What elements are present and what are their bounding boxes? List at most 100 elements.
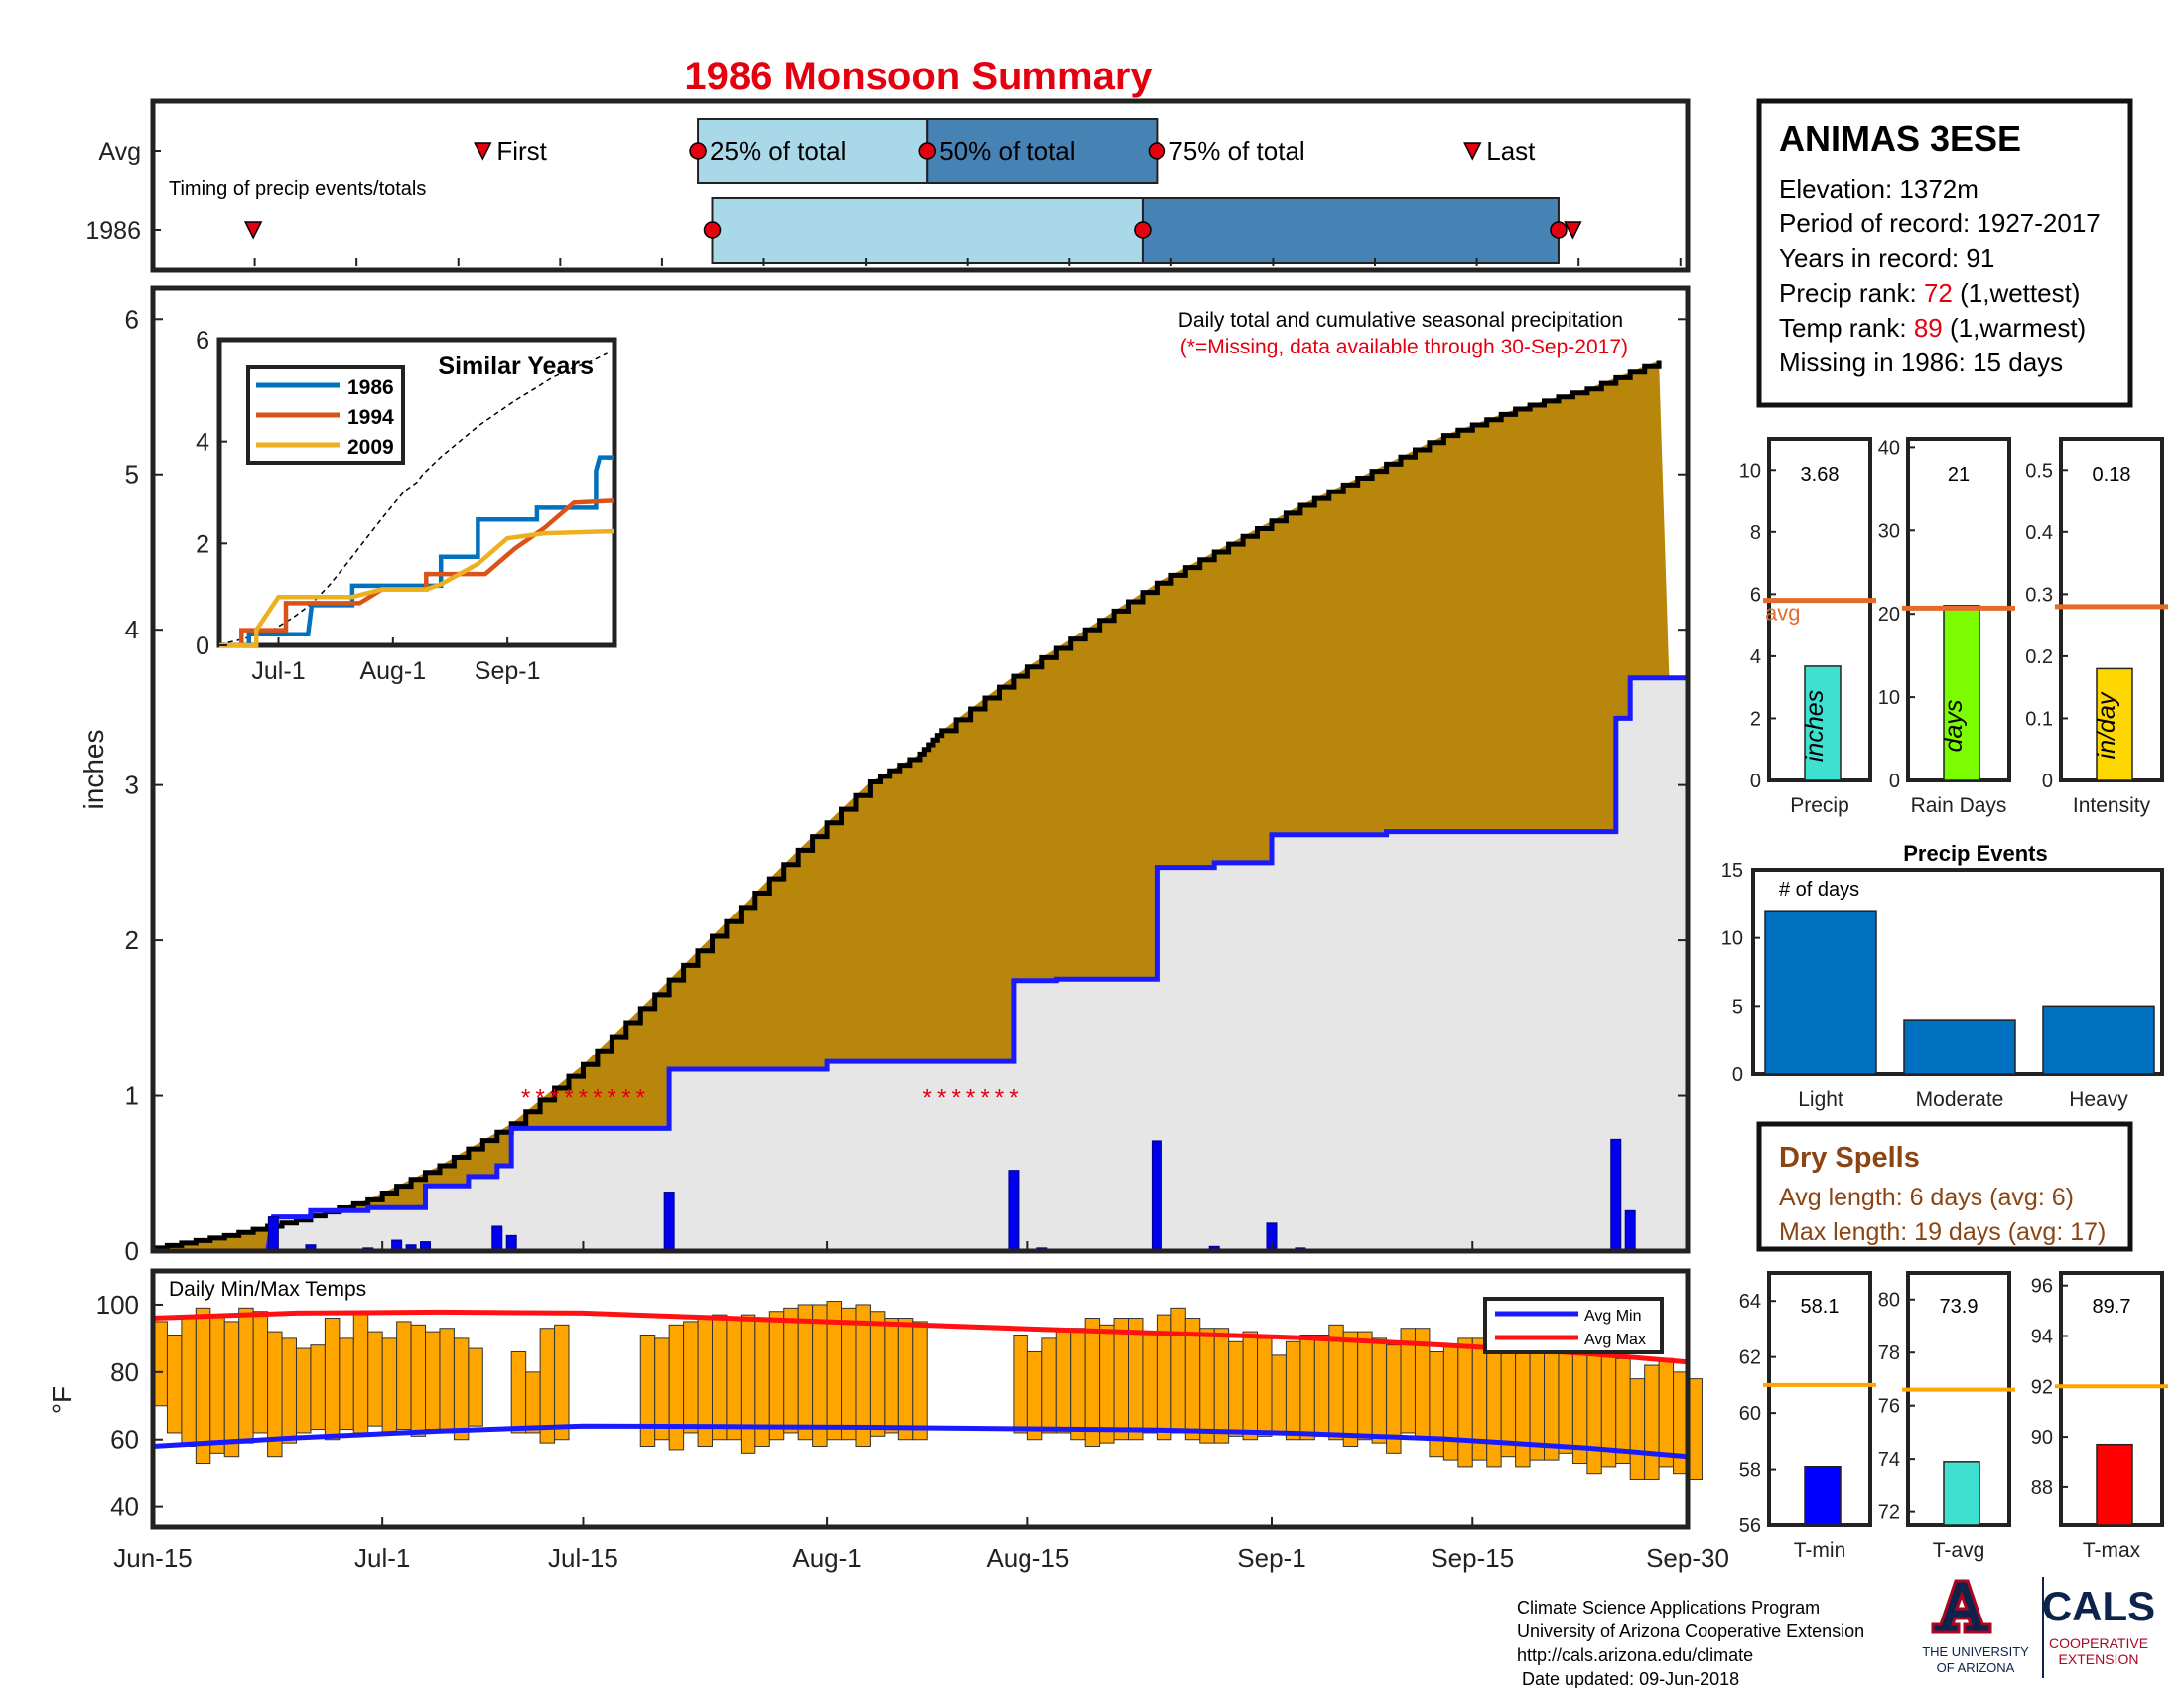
ua-line-2: OF ARIZONA xyxy=(1937,1660,2015,1675)
precip-annotation: Daily total and cumulative seasonal prec… xyxy=(1178,309,1623,332)
daily-temp-bar xyxy=(1586,1344,1602,1475)
cumulative-1986-line xyxy=(153,675,1688,1254)
daily-temp-bar xyxy=(181,1318,197,1448)
inset-y-tick-label: 2 xyxy=(196,530,209,558)
mini-temp-label: T-max xyxy=(2083,1539,2141,1562)
legend-label-1986: 1986 xyxy=(347,376,394,399)
mini-panel-unit: inches xyxy=(1801,690,1829,762)
daily-temp-bar xyxy=(324,1318,341,1441)
legend-label-avg-min: Avg Min xyxy=(1584,1308,1642,1325)
daily-temp-bar xyxy=(1041,1337,1057,1434)
precip-y-tick-label: 4 xyxy=(125,615,139,644)
daily-temp-bar xyxy=(1529,1337,1546,1461)
precip-y-tick-label: 2 xyxy=(125,925,139,955)
daily-temp-bar xyxy=(1070,1328,1086,1441)
station-info-box: ANIMAS 3ESE Elevation: 1372m Period of r… xyxy=(1756,98,2133,408)
station-years: Years in record: 91 xyxy=(1779,243,1994,273)
daily-precip-bar xyxy=(1008,1170,1020,1252)
dry-spells-max-length: Max length: 19 days (avg: 17) xyxy=(1779,1218,2106,1246)
footer-line-4: Date updated: 09-Jun-2018 xyxy=(1517,1669,1739,1688)
mini-panel-value: 3.68 xyxy=(1801,464,1840,486)
mini-panel-avg-label: avg xyxy=(1765,601,1800,626)
mini-temp-tick-label: 62 xyxy=(1739,1347,1761,1369)
daily-temp-bar xyxy=(1558,1344,1573,1454)
daily-temp-bar xyxy=(510,1350,527,1434)
daily-temp-bar xyxy=(1271,1354,1287,1434)
temps-y-tick-label: 100 xyxy=(96,1290,139,1320)
mini-temp-label: T-min xyxy=(1794,1539,1846,1562)
temps-y-tick-label: 40 xyxy=(110,1492,139,1522)
missing-marker: * xyxy=(564,1085,573,1112)
inset-title: Similar Years xyxy=(438,352,594,380)
precip-plot-frame xyxy=(150,285,1691,1254)
temp-summary-panel: 56 58 60 62 64 58.1 T-min xyxy=(1739,1271,1876,1562)
daily-temp-bar xyxy=(1500,1337,1517,1458)
events-y-tick-label: 0 xyxy=(1732,1064,1743,1086)
mini-temp-tick-label: 88 xyxy=(2031,1477,2053,1499)
inset-content: 0 2 4 6 Jul-1 Aug-1 Sep-1 xyxy=(196,327,615,685)
avg-last-marker xyxy=(1463,142,1482,161)
daily-temp-bar xyxy=(1026,1350,1043,1441)
timing-note: Timing of precip events/totals xyxy=(169,178,426,200)
avg-max-line xyxy=(152,1309,1689,1365)
daily-precip-bar xyxy=(267,1216,279,1252)
precip-event-label: Moderate xyxy=(1916,1088,2004,1111)
station-period: Period of record: 1927-2017 xyxy=(1779,209,2101,238)
daily-temp-bar xyxy=(1128,1318,1144,1441)
cals-line-1: COOPERATIVE xyxy=(2049,1635,2148,1651)
dry-spells-frame xyxy=(1756,1121,2133,1252)
dry-spells-title: Dry Spells xyxy=(1779,1142,1920,1174)
avg-cumulative-line xyxy=(153,360,1662,1251)
inset-y-tick-label: 0 xyxy=(196,633,209,660)
figure-title: 1986 Monsoon Summary xyxy=(684,55,1153,98)
mini-temp-value: 58.1 xyxy=(1801,1296,1840,1318)
temps-y-tick-label: 80 xyxy=(110,1357,139,1387)
daily-temp-bar xyxy=(209,1314,225,1454)
legend-label-2009: 2009 xyxy=(347,436,394,459)
mini-temp-tick-label: 96 xyxy=(2031,1276,2053,1298)
inset-series-1986 xyxy=(219,455,614,648)
daily-temp-bar xyxy=(912,1321,928,1441)
mini-panel-tick-label: 0.5 xyxy=(2025,460,2053,482)
ua-line-1: THE UNIVERSITY xyxy=(1922,1644,2029,1659)
missing-marker: * xyxy=(593,1085,602,1112)
events-y-tick-label: 10 xyxy=(1721,928,1743,950)
precip-summary-panel: 0 2 4 6 8 10 3.68 inches Precip avg xyxy=(1739,437,1876,817)
precip-event-bar xyxy=(2042,1005,2155,1075)
precip-y-tick-label: 0 xyxy=(125,1236,139,1266)
daily-temp-bar xyxy=(1228,1340,1244,1437)
daily-temp-bar xyxy=(1257,1337,1273,1437)
precip-y-tick-label: 6 xyxy=(125,304,139,334)
daily-temp-bar xyxy=(352,1311,369,1434)
station-temp-rank: Temp rank: 89 (1,warmest) xyxy=(1779,313,2086,343)
inset-x-tick-label: Jul-1 xyxy=(251,657,305,685)
missing-marker: * xyxy=(550,1085,559,1112)
daily-temp-bar xyxy=(869,1311,886,1437)
missing-marker: * xyxy=(579,1085,588,1112)
daily-temp-bar xyxy=(439,1328,455,1434)
missing-marker: * xyxy=(608,1085,616,1112)
precip-events-title: Precip Events xyxy=(1903,841,2048,866)
daily-temp-bar xyxy=(195,1307,211,1465)
daily-temp-bar xyxy=(797,1304,814,1441)
daily-temp-bar xyxy=(238,1307,254,1444)
inset-y-tick-label: 4 xyxy=(196,429,209,457)
daily-temp-bar xyxy=(897,1318,914,1441)
daily-temp-bar xyxy=(1099,1324,1115,1444)
daily-temp-bar xyxy=(1170,1307,1186,1434)
mini-panel-tick-label: 0.4 xyxy=(2025,522,2053,544)
mini-temp-bar xyxy=(1943,1461,1980,1526)
daily-temp-bar xyxy=(726,1318,742,1441)
year-25-50-band xyxy=(711,197,1144,264)
temps-legend-frame xyxy=(1483,1297,1664,1354)
daily-temp-bar xyxy=(525,1371,541,1434)
mini-panel-tick-label: 0.3 xyxy=(2025,584,2053,606)
daily-precip-bar xyxy=(491,1225,503,1252)
daily-temp-bar xyxy=(783,1307,799,1434)
temps-y-label: °F xyxy=(47,1386,77,1414)
mini-temp-tick-label: 78 xyxy=(1878,1342,1900,1364)
cals-wordmark: CALS xyxy=(2042,1583,2155,1629)
daily-temp-bar xyxy=(668,1324,685,1451)
daily-temp-bar xyxy=(223,1321,240,1458)
missing-marker: * xyxy=(521,1085,530,1112)
